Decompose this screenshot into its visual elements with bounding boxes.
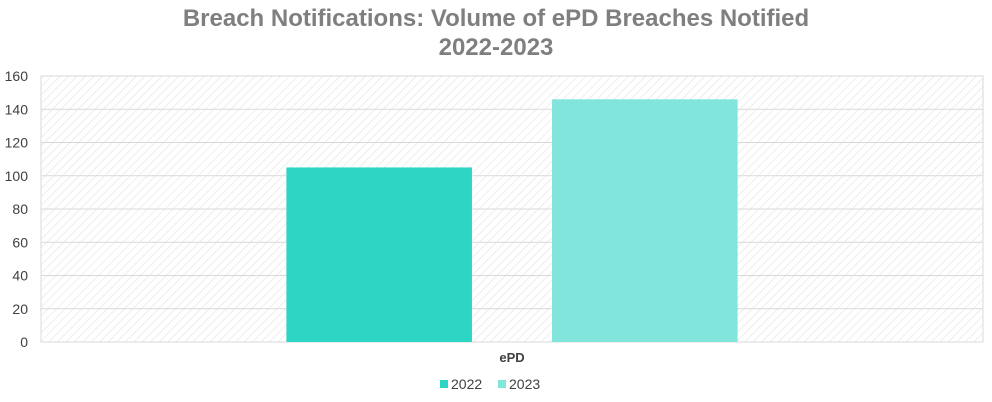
chart-title: Breach Notifications: Volume of ePD Brea… (0, 4, 992, 62)
bar-2023-ePD (552, 99, 738, 343)
legend-swatch-2023 (498, 380, 506, 388)
y-tick-label: 140 (5, 101, 29, 117)
y-tick-label: 120 (5, 135, 29, 151)
legend-label-2023: 2023 (509, 376, 540, 392)
bar-2022-ePD (286, 167, 472, 342)
bars (286, 99, 738, 343)
x-axis: ePD (499, 350, 524, 365)
y-tick-label: 160 (5, 68, 29, 84)
legend-label-2022: 2022 (451, 376, 482, 392)
chart-title-line-2: 2022-2023 (438, 34, 554, 61)
y-axis: 0 20 40 60 80 100 120 140 160 (5, 68, 29, 350)
gridlines (41, 75, 983, 310)
y-tick-label: 80 (12, 201, 28, 217)
y-tick-label: 0 (20, 334, 28, 350)
y-tick-label: 20 (12, 301, 28, 317)
y-tick-label: 60 (12, 234, 28, 250)
legend: 2022 2023 (440, 376, 540, 392)
y-tick-label: 40 (12, 268, 28, 284)
x-category-label: ePD (499, 350, 524, 365)
chart-title-line-1: Breach Notifications: Volume of ePD Brea… (182, 5, 810, 32)
y-tick-label: 100 (5, 168, 29, 184)
legend-swatch-2022 (440, 380, 448, 388)
